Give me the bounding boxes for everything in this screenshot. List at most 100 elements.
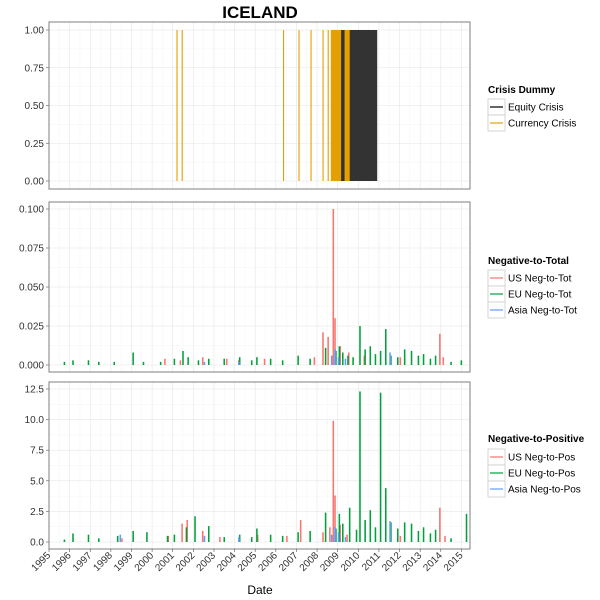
bar: [439, 507, 441, 542]
bar: [342, 352, 344, 365]
chart-title: ICELAND: [222, 3, 298, 22]
bar: [442, 357, 445, 365]
x-tick-label: 2009: [318, 550, 342, 574]
y-tick-label: 0.75: [25, 63, 45, 74]
bar: [339, 524, 341, 542]
bar: [444, 535, 446, 542]
legend-title: Negative-to-Total: [488, 256, 569, 267]
series-asia-neg-to-tot: [203, 349, 391, 365]
bar: [297, 532, 299, 542]
bar: [389, 521, 391, 542]
bar: [299, 519, 302, 542]
legend-item: EU Neg-to-Tot: [487, 285, 572, 303]
bar: [329, 527, 331, 542]
bar: [417, 355, 420, 365]
x-tick-label: 1999: [112, 550, 136, 574]
x-tick-label: 2003: [195, 550, 219, 574]
bar: [119, 534, 122, 542]
bar: [410, 350, 413, 365]
bar: [324, 512, 327, 542]
bar: [113, 361, 116, 365]
bar: [63, 539, 66, 542]
bar: [399, 357, 402, 365]
crisis-period: [330, 30, 342, 181]
bar: [403, 349, 406, 365]
series-asia-neg-to-pos: [119, 521, 391, 542]
legend-neg-to-total: Negative-to-Total US Neg-to-Tot EU Neg-to-…: [487, 256, 577, 319]
series-us-neg-to-tot: [164, 209, 445, 365]
y-tick-label: 12.5: [25, 385, 45, 396]
x-tick-label: 2006: [256, 550, 280, 574]
bar: [417, 530, 420, 542]
legend-item: Asia Neg-to-Tot: [487, 301, 577, 319]
bar: [330, 534, 333, 542]
bar: [256, 534, 259, 542]
bar: [397, 528, 399, 542]
bar: [337, 357, 340, 365]
legend-label: Currency Crisis: [508, 119, 576, 130]
bar: [238, 361, 240, 365]
x-axis: 1995199619971998199920002001200220032004…: [30, 549, 466, 574]
bar: [179, 360, 182, 365]
bar: [63, 361, 66, 365]
x-tick-label: 1996: [50, 550, 74, 574]
bar: [369, 346, 372, 365]
bar: [397, 357, 399, 365]
bar: [132, 352, 134, 365]
legend-label: Asia Neg-to-Tot: [508, 306, 577, 317]
x-tick-label: 2014: [421, 550, 445, 574]
x-tick-label: 2004: [215, 550, 239, 574]
bar: [194, 516, 196, 542]
bar: [269, 358, 272, 365]
bar: [334, 495, 336, 542]
bar: [309, 358, 311, 365]
x-axis-title: Date: [247, 583, 273, 597]
bar: [347, 352, 350, 365]
bar: [403, 522, 406, 542]
bar: [410, 523, 413, 542]
bar: [434, 355, 437, 365]
bar: [116, 535, 119, 542]
x-tick-label: 2013: [401, 550, 425, 574]
legends: Crisis Dummy Equity Crisis Currency Crisis…: [487, 85, 585, 498]
bar: [369, 510, 372, 542]
bar: [332, 420, 335, 542]
legend-item: Asia Neg-to-Pos: [487, 480, 581, 498]
bar: [173, 534, 176, 542]
bar: [219, 537, 221, 542]
legend-crisis: Crisis Dummy Equity Crisis Currency Crisis: [487, 85, 576, 132]
bar: [374, 354, 377, 365]
bar: [167, 535, 170, 542]
bar: [207, 358, 210, 365]
bar: [348, 507, 351, 542]
bar: [379, 350, 382, 365]
bar: [389, 352, 391, 365]
bar: [434, 529, 437, 542]
legend-label: US Neg-to-Tot: [508, 274, 572, 285]
bar: [324, 347, 327, 365]
bar: [359, 391, 361, 542]
bar: [164, 358, 166, 365]
y-tick-label: 0.25: [25, 139, 45, 150]
panel-neg-to-positive: 0.0 2.5 5.0 7.5 10.0 12.5: [25, 381, 471, 550]
bar: [339, 346, 341, 365]
bar: [338, 513, 341, 542]
legend-item: EU Neg-to-Pos: [487, 464, 575, 482]
bar: [146, 532, 148, 542]
x-tick-label: 2007: [277, 550, 301, 574]
bar: [238, 357, 241, 365]
bar: [250, 360, 253, 365]
y-tick-label: 7.5: [30, 446, 44, 457]
bar: [384, 329, 387, 365]
bar: [346, 534, 348, 542]
bar: [313, 357, 316, 365]
bar: [379, 392, 382, 542]
bar: [334, 349, 336, 365]
bar: [223, 537, 226, 542]
bar: [335, 350, 337, 365]
bar: [363, 355, 366, 365]
bar: [72, 360, 74, 365]
legend-item: US Neg-to-Tot: [487, 269, 572, 287]
bar: [450, 361, 452, 365]
